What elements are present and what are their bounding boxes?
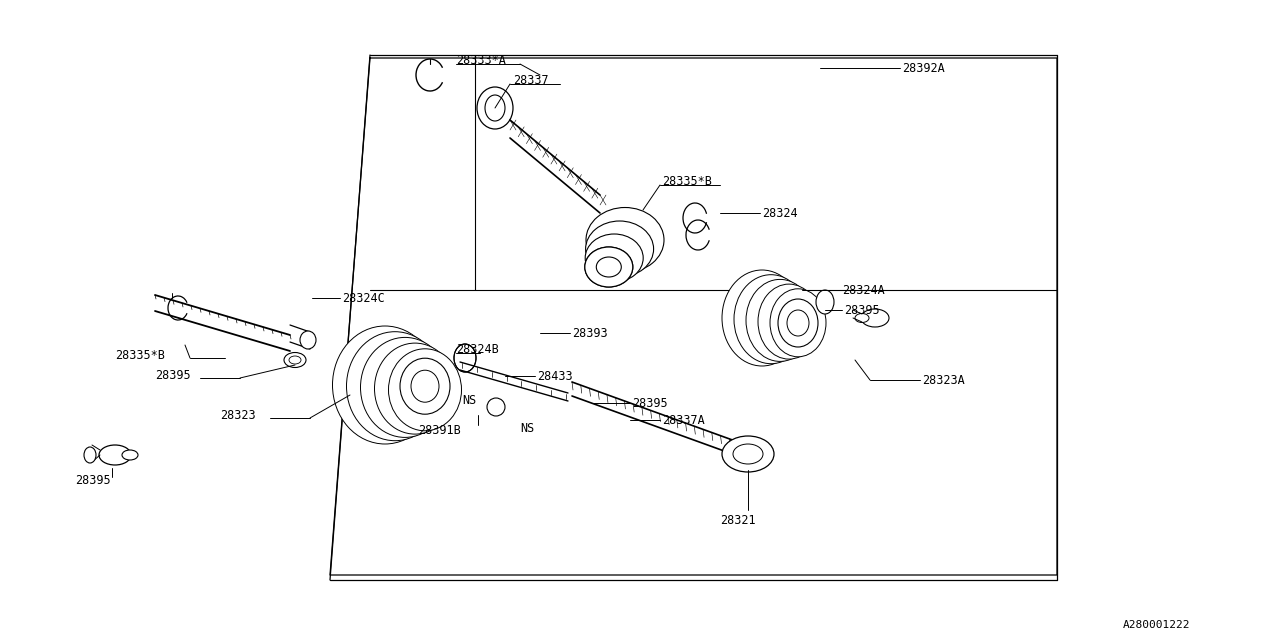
Text: 28395: 28395 <box>76 474 110 486</box>
Ellipse shape <box>454 344 476 372</box>
Text: 28433: 28433 <box>538 369 572 383</box>
Text: 28395: 28395 <box>155 369 191 381</box>
Ellipse shape <box>361 337 449 437</box>
Ellipse shape <box>855 314 869 323</box>
Ellipse shape <box>585 234 644 282</box>
Ellipse shape <box>99 445 131 465</box>
Text: 28395: 28395 <box>844 303 879 317</box>
Text: 28324B: 28324B <box>456 342 499 355</box>
Ellipse shape <box>84 447 96 463</box>
Text: 28391B: 28391B <box>419 424 461 436</box>
Ellipse shape <box>787 310 809 336</box>
Ellipse shape <box>401 358 451 414</box>
Ellipse shape <box>122 450 138 460</box>
Text: NS: NS <box>462 394 476 406</box>
Text: 28335*B: 28335*B <box>115 349 165 362</box>
Ellipse shape <box>585 247 632 287</box>
Text: 28323: 28323 <box>220 408 256 422</box>
Ellipse shape <box>477 87 513 129</box>
Ellipse shape <box>300 331 316 349</box>
Ellipse shape <box>347 332 443 441</box>
Ellipse shape <box>284 353 306 367</box>
Text: 28323A: 28323A <box>922 374 965 387</box>
Ellipse shape <box>861 309 890 327</box>
Ellipse shape <box>596 257 621 277</box>
Text: 28392A: 28392A <box>902 61 945 74</box>
Text: 28333*A: 28333*A <box>456 54 506 67</box>
Circle shape <box>486 398 506 416</box>
Ellipse shape <box>485 95 506 121</box>
Ellipse shape <box>586 207 664 273</box>
Ellipse shape <box>817 290 835 314</box>
Text: 28335*B: 28335*B <box>662 175 712 188</box>
Ellipse shape <box>375 343 456 434</box>
Text: 28324: 28324 <box>762 207 797 220</box>
Text: 28324C: 28324C <box>342 291 385 305</box>
Ellipse shape <box>722 270 803 366</box>
Text: A280001222: A280001222 <box>1123 620 1190 630</box>
Ellipse shape <box>389 349 462 431</box>
Ellipse shape <box>733 275 808 364</box>
Ellipse shape <box>722 436 774 472</box>
Ellipse shape <box>758 284 820 359</box>
Text: 28393: 28393 <box>572 326 608 339</box>
Ellipse shape <box>746 280 814 362</box>
Ellipse shape <box>586 221 654 277</box>
Ellipse shape <box>289 356 301 364</box>
Text: 28395: 28395 <box>632 397 668 410</box>
Text: 28321: 28321 <box>721 513 755 527</box>
Text: NS: NS <box>520 422 534 435</box>
Text: 28324A: 28324A <box>842 284 884 296</box>
Text: 28337: 28337 <box>513 74 549 86</box>
Ellipse shape <box>333 326 438 444</box>
Text: 28337A: 28337A <box>662 413 705 426</box>
Ellipse shape <box>411 370 439 402</box>
Ellipse shape <box>733 444 763 464</box>
Ellipse shape <box>585 247 632 287</box>
Ellipse shape <box>771 289 826 357</box>
Ellipse shape <box>778 299 818 347</box>
